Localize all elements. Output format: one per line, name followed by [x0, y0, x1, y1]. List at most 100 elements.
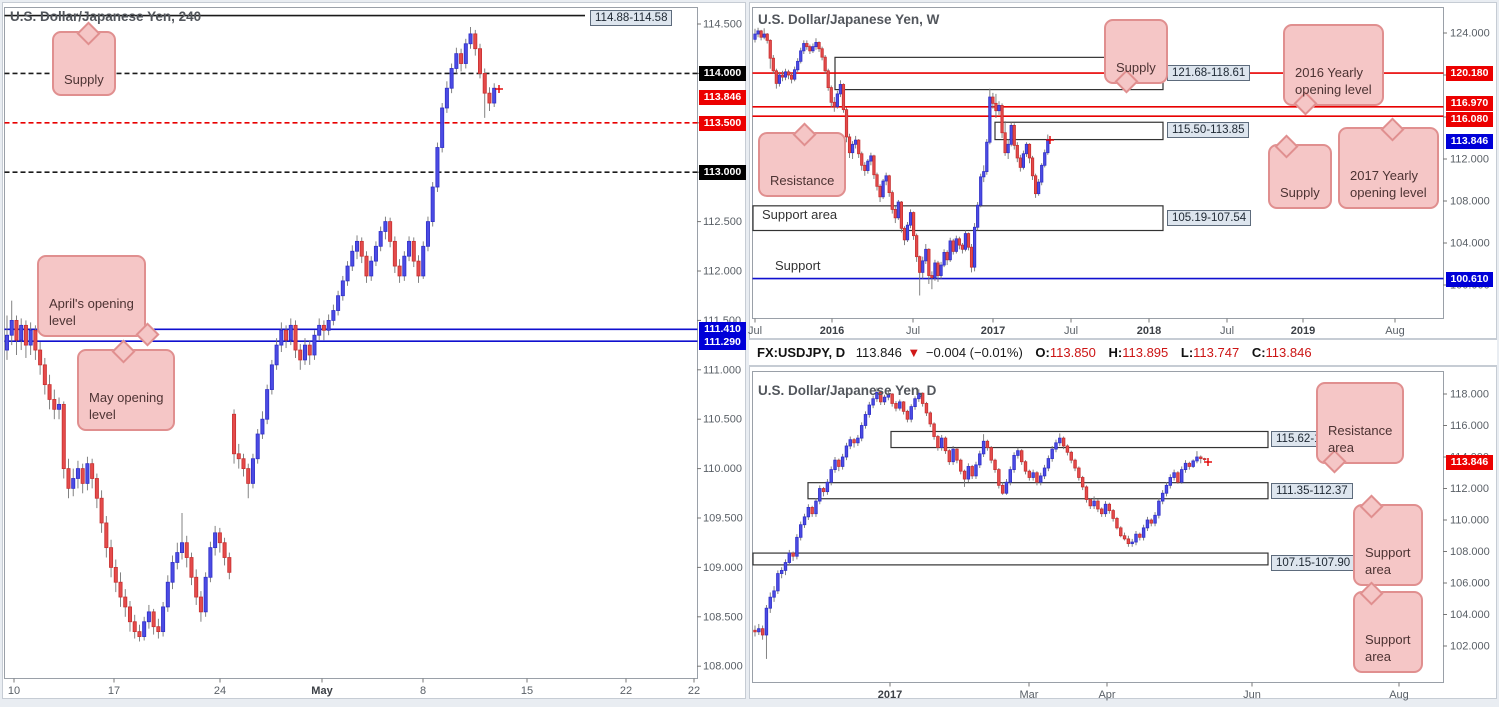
- candle-body: [463, 43, 468, 64]
- candle-body: [482, 73, 487, 94]
- candle-body: [1046, 139, 1050, 154]
- candle-body: [859, 425, 864, 439]
- annotation-may-open-240[interactable]: May opening level: [77, 339, 176, 431]
- candle-body: [840, 456, 845, 467]
- candle-body: [918, 256, 922, 273]
- supply-demand-zone[interactable]: [994, 121, 1164, 141]
- candle-body: [1012, 455, 1016, 470]
- candle-body: [279, 329, 284, 346]
- price-scale-daily[interactable]: [1443, 371, 1497, 682]
- bubble-text: April's opening level: [49, 295, 134, 328]
- supply-demand-zone[interactable]: [807, 482, 1269, 500]
- x-tick-label: May: [311, 685, 333, 697]
- candle-body: [994, 102, 998, 112]
- candle-body: [808, 46, 812, 52]
- candle-body: [811, 46, 815, 52]
- candle-body: [951, 240, 955, 252]
- bubble-text: Support area: [1365, 631, 1411, 664]
- annotation-2016-yearly-open[interactable]: 2016 Yearly opening level: [1283, 24, 1384, 116]
- candle-body: [820, 48, 824, 58]
- candle-body: [969, 246, 974, 268]
- x-tick-label: 17: [108, 685, 120, 697]
- annotation-resistance-area-daily[interactable]: Resistance area: [1316, 382, 1405, 474]
- annotation-supply-240[interactable]: Supply: [52, 21, 116, 96]
- y-tick-label: 118.000: [1450, 389, 1489, 401]
- candle-body: [66, 468, 71, 489]
- candle-body: [284, 329, 289, 341]
- bubble-text: Supply: [64, 71, 104, 87]
- candle-body: [1015, 144, 1019, 159]
- candle-body: [1084, 486, 1089, 500]
- candle-body: [976, 204, 980, 228]
- supply-demand-zone[interactable]: [890, 430, 1269, 449]
- candle-body: [966, 466, 971, 480]
- support-text: Support: [775, 258, 821, 273]
- candle-body: [762, 33, 766, 38]
- candle-body: [765, 33, 769, 41]
- candle-body: [882, 396, 887, 403]
- candle-body: [274, 344, 279, 366]
- candle-body: [753, 33, 757, 40]
- bubble-text: Support area: [1365, 544, 1411, 577]
- candle-body: [757, 628, 761, 633]
- candle-body: [1003, 132, 1007, 154]
- candle-body: [1024, 143, 1029, 155]
- ribbon-change: −0.004 (−0.01%): [925, 345, 1023, 360]
- candle-body: [5, 334, 10, 351]
- time-axis-weekly[interactable]: [749, 318, 1443, 339]
- ribbon-close-value: 113.846: [1265, 345, 1312, 360]
- candle-body: [1103, 503, 1108, 515]
- annotation-april-open-240[interactable]: April's opening level: [37, 255, 160, 347]
- candle-body: [33, 329, 38, 351]
- x-tick-label: 22: [620, 685, 632, 697]
- candle-body: [833, 459, 837, 470]
- candle-body: [407, 240, 412, 257]
- candle-body: [826, 70, 830, 89]
- candles-0: [5, 26, 497, 642]
- candle-body: [378, 231, 383, 247]
- bubble-text: May opening level: [89, 389, 164, 422]
- candle-body: [1061, 437, 1066, 447]
- candle-body: [835, 93, 839, 107]
- y-tick-label: 110.500: [703, 414, 742, 426]
- candle-body: [369, 260, 374, 277]
- price-scale-240[interactable]: [697, 2, 746, 678]
- ribbon-high-label: H:: [1108, 345, 1123, 360]
- candle-body: [959, 459, 963, 472]
- candle-body: [997, 105, 1001, 112]
- annotation-supply-weekly-2[interactable]: Supply: [1268, 134, 1332, 209]
- annotation-support-area-daily-1[interactable]: Support area: [1353, 494, 1423, 586]
- candle-body: [137, 631, 142, 637]
- candle-body: [924, 403, 929, 414]
- candle-body: [477, 48, 482, 74]
- y-tick-label: 116.000: [1450, 420, 1489, 432]
- candle-body: [884, 175, 888, 182]
- candle-body: [1153, 514, 1157, 524]
- supply-demand-zone[interactable]: [752, 205, 1164, 232]
- price-scale-weekly[interactable]: [1443, 2, 1497, 318]
- candle-body: [1176, 472, 1180, 483]
- candle-body: [774, 70, 778, 84]
- annotation-2017-yearly-open[interactable]: 2017 Yearly opening level: [1338, 117, 1439, 209]
- candle-body: [810, 506, 814, 515]
- y-tick-label: 102.000: [1450, 641, 1490, 653]
- candle-body: [1058, 437, 1062, 444]
- y-tick-label: 104.000: [1450, 238, 1490, 250]
- time-axis-240[interactable]: [2, 678, 697, 699]
- annotation-supply-weekly-1[interactable]: Supply: [1104, 19, 1168, 94]
- candle-body: [837, 459, 841, 467]
- supply-demand-zone[interactable]: [752, 552, 1269, 566]
- candle-body: [902, 227, 907, 241]
- annotation-support-area-daily-2[interactable]: Support area: [1353, 581, 1423, 673]
- candle-body: [421, 245, 426, 277]
- time-axis-daily[interactable]: [749, 682, 1443, 699]
- candle-body: [945, 252, 949, 261]
- candle-body: [863, 414, 868, 426]
- annotation-resistance-weekly[interactable]: Resistance: [758, 122, 847, 197]
- candle-body: [1042, 467, 1047, 477]
- candle-body: [459, 53, 464, 64]
- candle-body: [113, 567, 118, 583]
- candle-body: [759, 30, 763, 38]
- candle-body: [109, 547, 114, 568]
- candle-body: [492, 87, 497, 104]
